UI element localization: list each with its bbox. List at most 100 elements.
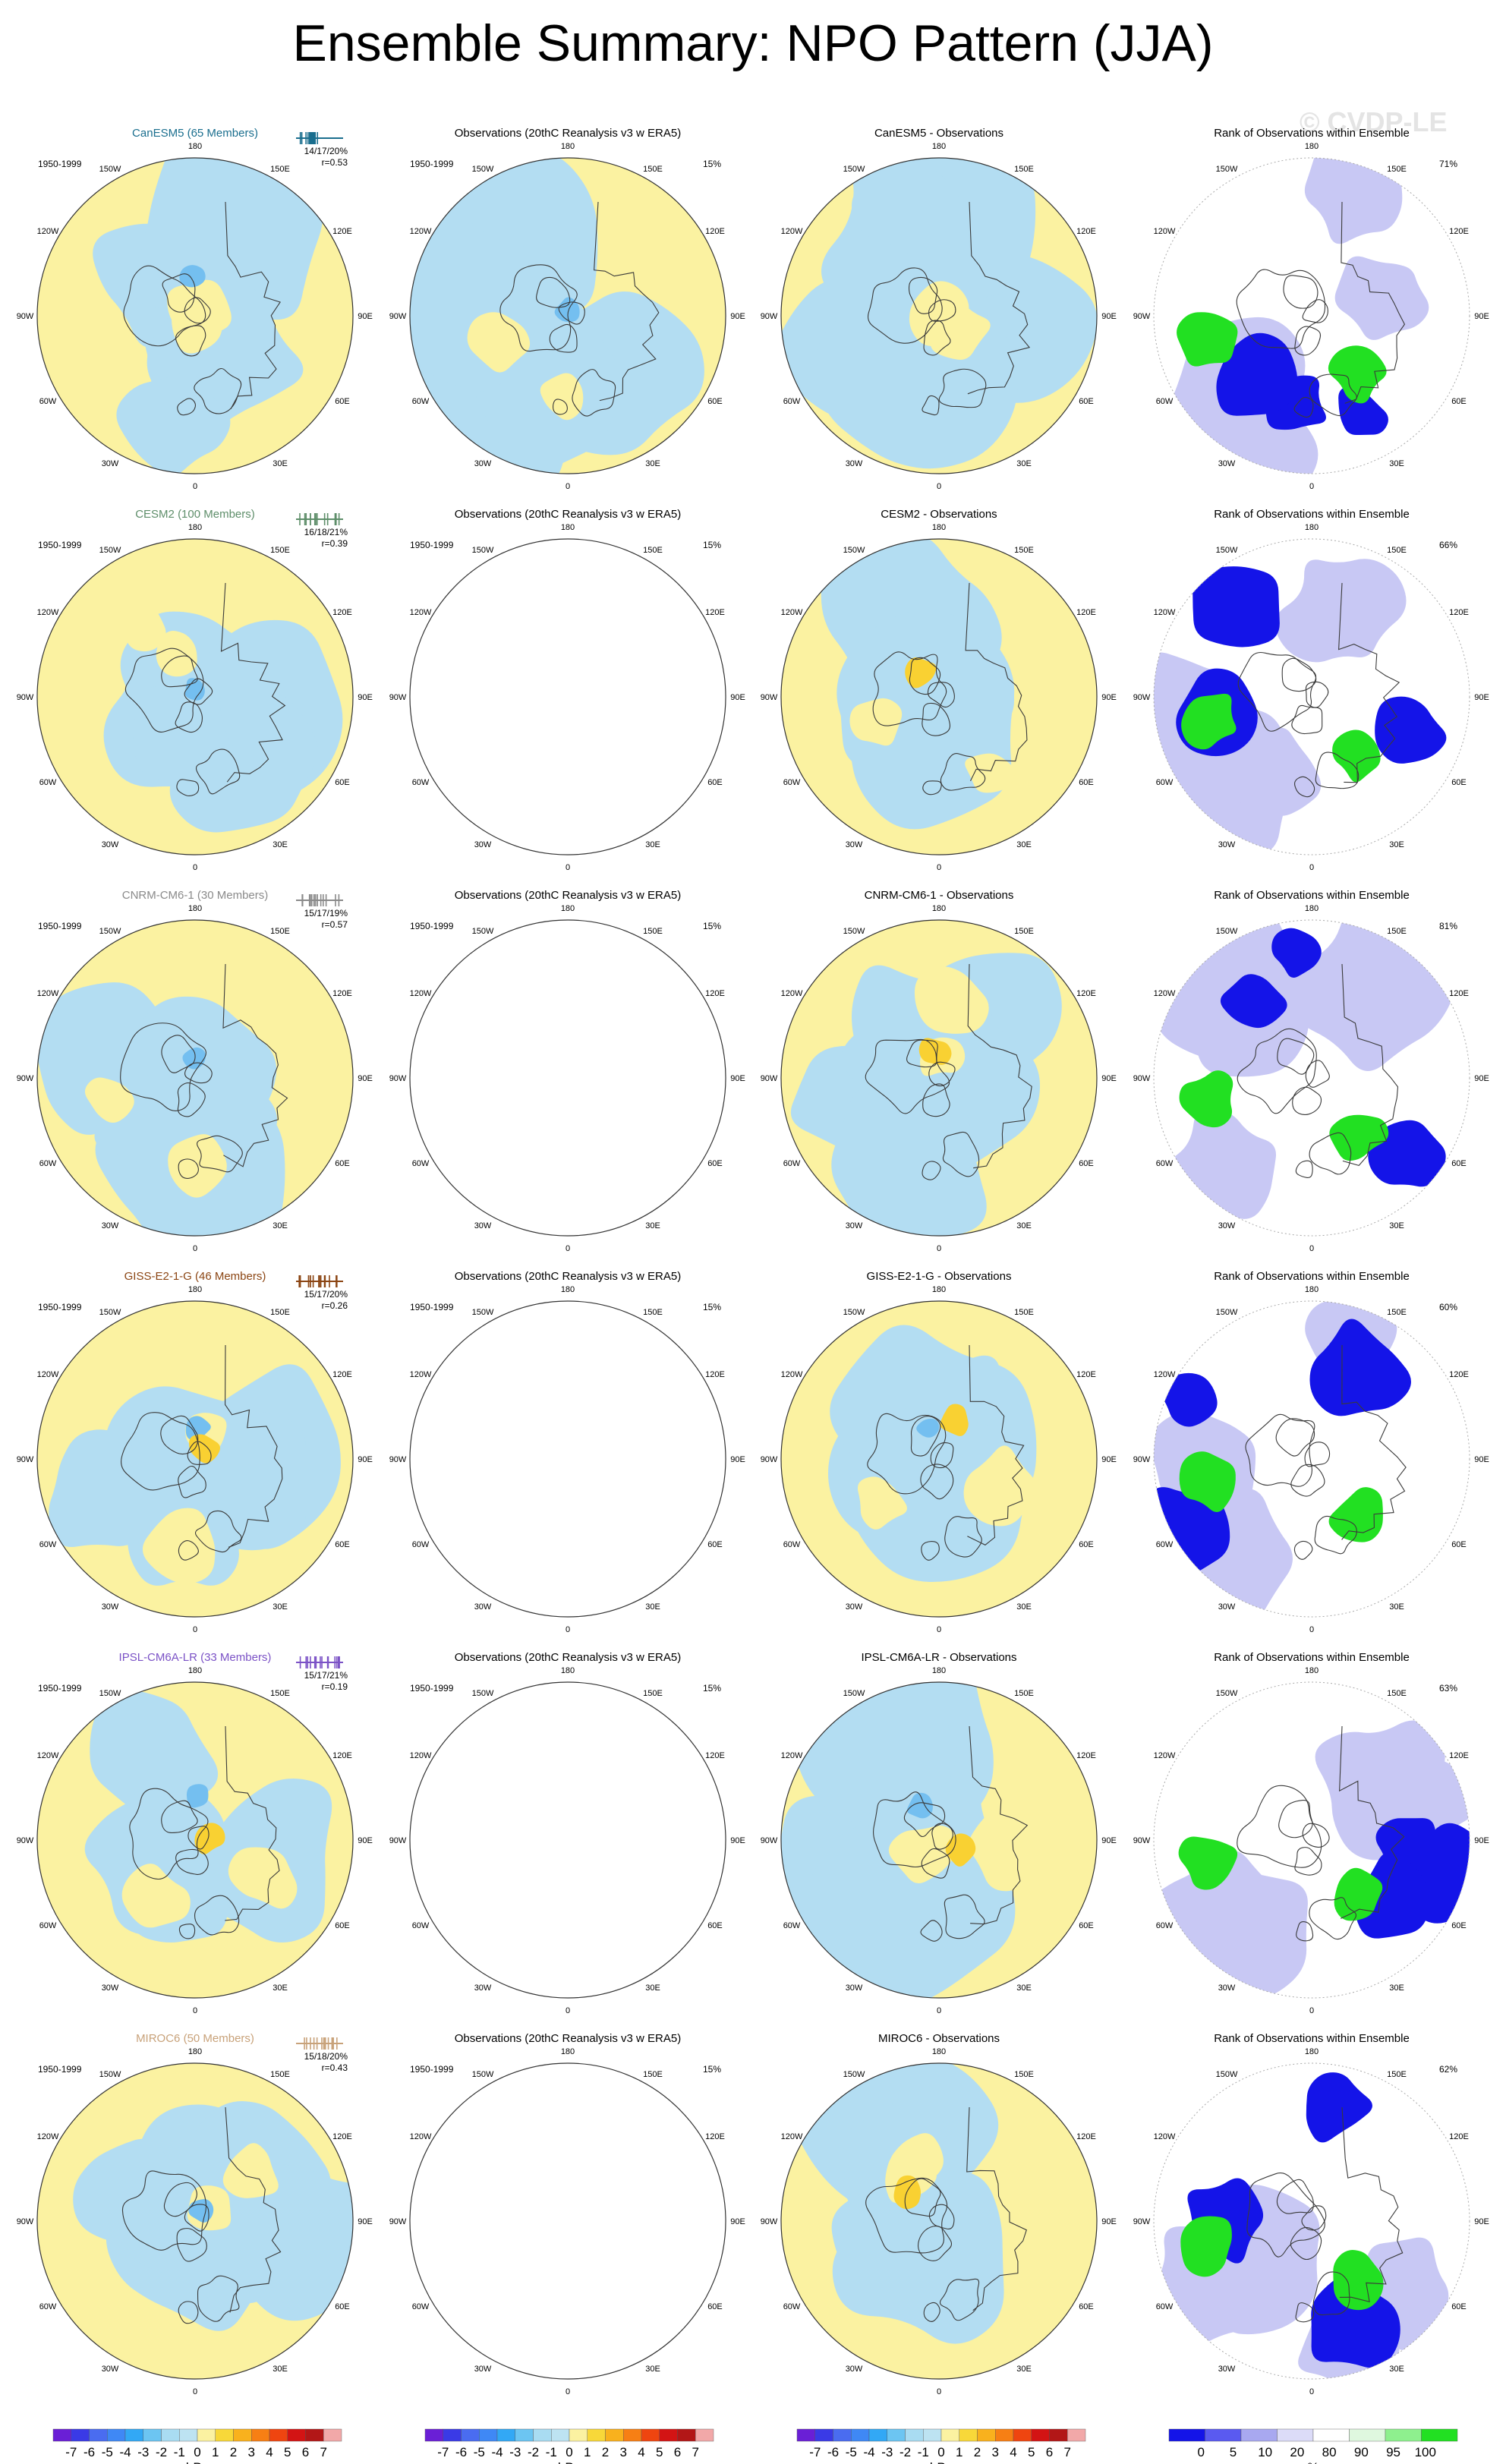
strong-negative-anomaly [186, 1784, 209, 1808]
coastline [922, 780, 942, 796]
longitude-label: 0 [1309, 2387, 1314, 2396]
colorbar-tick-label: 90 [1354, 2445, 1369, 2459]
longitude-label: 180 [932, 523, 946, 532]
map-outline [409, 1300, 726, 1618]
coastline [922, 395, 940, 416]
longitude-label: 30E [1016, 1221, 1032, 1230]
colorbar-swatch [124, 2428, 143, 2442]
longitude-label: 90E [730, 1455, 745, 1464]
positive-anomaly-region [857, 1476, 907, 1530]
longitude-label: 180 [932, 142, 946, 151]
observations-panel: Observations (20thC Reanalysis v3 w ERA5… [389, 127, 745, 491]
colorbar-tick-label: -2 [900, 2445, 911, 2459]
positive-anomaly-region [468, 2217, 531, 2277]
coastline [553, 1161, 568, 1177]
rank-low-region [1232, 727, 1322, 816]
colorbar-tick-label: 100 [1415, 2445, 1436, 2459]
rank-high-region [1333, 2250, 1384, 2311]
longitude-label: 150W [843, 1689, 865, 1698]
colorbar-swatch [1312, 2428, 1350, 2442]
longitude-label: 30E [1016, 1983, 1032, 1993]
longitude-label: 150E [1387, 1308, 1407, 1317]
strong-negative-anomaly [555, 2203, 580, 2228]
coastline [1293, 396, 1314, 418]
strong-negative-anomaly [555, 1822, 580, 1847]
coastline [222, 963, 288, 1167]
difference-panel-title: CanESM5 - Observations [874, 127, 1003, 140]
map-outline [36, 2062, 354, 2380]
longitude-label: 90W [1133, 312, 1151, 321]
coastline [944, 1894, 985, 1939]
map-outline [36, 1681, 354, 1999]
longitude-label: 60W [412, 397, 430, 406]
coastline [1293, 1540, 1313, 1560]
longitude-label: 90E [1474, 312, 1489, 321]
colorbar-tick-label: 3 [248, 2445, 255, 2459]
longitude-label: 0 [566, 1244, 570, 1253]
longitude-label: 150E [1387, 1689, 1407, 1698]
longitude-label: 150W [843, 2070, 865, 2079]
pattern-correlation: r=0.19 [322, 1681, 348, 1692]
colorbar-swatch [269, 2428, 288, 2442]
longitude-label: 150E [270, 165, 290, 174]
colorbar-tick-label: -3 [137, 2445, 149, 2459]
period-label: 1950-1999 [38, 159, 82, 169]
longitude-label: 180 [1305, 1285, 1319, 1294]
longitude-label: 90W [761, 312, 778, 321]
negative-anomaly-region [123, 1781, 225, 1889]
longitude-label: 60E [335, 2302, 350, 2311]
period-label: 1950-1999 [410, 1683, 454, 1694]
coastline [162, 273, 196, 313]
coastline [161, 655, 198, 688]
colorbar-swatch [52, 2428, 71, 2442]
negative-anomaly-region [366, 1735, 559, 1915]
colorbar-tick-label: 1 [956, 2445, 963, 2459]
longitude-label: 30W [474, 459, 492, 468]
longitude-label: 60W [1156, 1159, 1174, 1168]
positive-anomaly-region [849, 698, 903, 746]
model-panel-title: IPSL-CM6A-LR (33 Members) [119, 1651, 272, 1664]
negative-anomaly-region [476, 680, 621, 858]
longitude-label: 120E [1449, 2132, 1469, 2141]
colorbar-swatch [1385, 2428, 1422, 2442]
negative-anomaly-region [476, 1823, 621, 2001]
longitude-label: 60E [1451, 1921, 1467, 1930]
colorbar-swatch [443, 2428, 462, 2442]
model-panel-title: CNRM-CM6-1 (30 Members) [122, 889, 269, 902]
longitude-label: 150W [99, 1308, 121, 1317]
difference-panel-title: GISS-E2-1-G - Observations [867, 1270, 1012, 1283]
pattern-correlation: r=0.26 [322, 1300, 348, 1311]
longitude-label: 180 [1305, 904, 1319, 913]
coastline [187, 1441, 212, 1465]
colorbar-swatch [905, 2428, 924, 2442]
colorbar-swatch [959, 2428, 978, 2442]
map-outline [780, 157, 1098, 474]
model-panel-title: GISS-E2-1-G (46 Members) [124, 1270, 266, 1283]
negative-anomaly-region [540, 1435, 704, 1598]
colorbar-tick-label: -1 [546, 2445, 557, 2459]
colorbar-swatch [569, 2428, 588, 2442]
longitude-label: 90W [761, 2217, 778, 2226]
longitude-label: 150E [643, 165, 663, 174]
period-label: 1950-1999 [38, 1302, 82, 1312]
longitude-label: 120W [781, 1751, 803, 1760]
period-label: 1950-1999 [410, 1302, 454, 1312]
longitude-label: 120W [781, 2132, 803, 2141]
map-outline [780, 1300, 1098, 1618]
observations-panel: Observations (20thC Reanalysis v3 w ERA5… [366, 1651, 745, 2015]
rank-high-region [1178, 1836, 1238, 1890]
positive-anomaly-region [540, 1136, 584, 1183]
colorbar-swatch [161, 2428, 180, 2442]
positive-anomaly-region [467, 312, 531, 373]
longitude-label: 60E [335, 1540, 350, 1549]
negative-anomaly-region [49, 1429, 156, 1548]
difference-panel-title: CESM2 - Observations [881, 508, 997, 521]
colorbar-tick-label: -2 [528, 2445, 539, 2459]
positive-anomaly-region [228, 1847, 298, 1909]
member-spread-bar [296, 894, 343, 906]
colorbar-unit: hPa [930, 2460, 953, 2464]
coastline [124, 648, 204, 733]
coastline [553, 2305, 568, 2320]
longitude-label: 150W [1216, 546, 1238, 555]
